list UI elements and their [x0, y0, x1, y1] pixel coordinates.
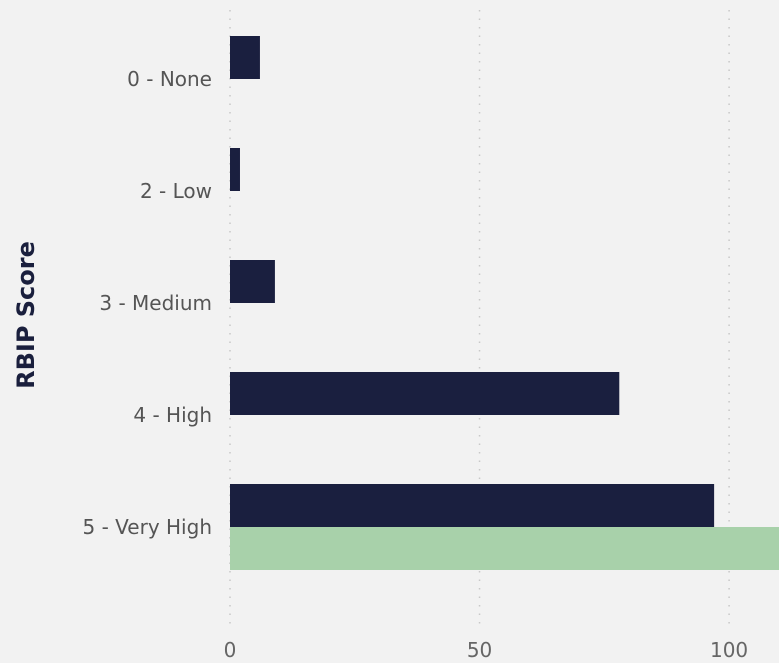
category-label-1: 2 - Low	[140, 179, 212, 203]
x-tick-label-1: 50	[467, 638, 492, 662]
grid-lines	[229, 10, 730, 625]
bar-series1-1[interactable]	[230, 148, 240, 191]
y-axis-title: RBIP Score	[12, 241, 40, 389]
x-tick-labels: 0 50 100	[224, 638, 749, 662]
bars	[230, 36, 779, 570]
bar-series1-4[interactable]	[230, 484, 715, 527]
bar-series2-4[interactable]	[230, 527, 779, 570]
category-label-0: 0 - None	[127, 67, 212, 91]
bar-series1-2[interactable]	[230, 260, 275, 303]
bar-series1-0[interactable]	[230, 36, 260, 79]
category-labels: 0 - None 2 - Low 3 - Medium 4 - High 5 - Ver…	[83, 67, 212, 539]
x-tick-label-2: 100	[710, 638, 748, 662]
category-label-2: 3 - Medium	[99, 291, 212, 315]
category-label-3: 4 - High	[133, 403, 212, 427]
bar-series1-3[interactable]	[230, 372, 620, 415]
category-label-4: 5 - Very High	[83, 515, 212, 539]
x-tick-label-0: 0	[224, 638, 237, 662]
